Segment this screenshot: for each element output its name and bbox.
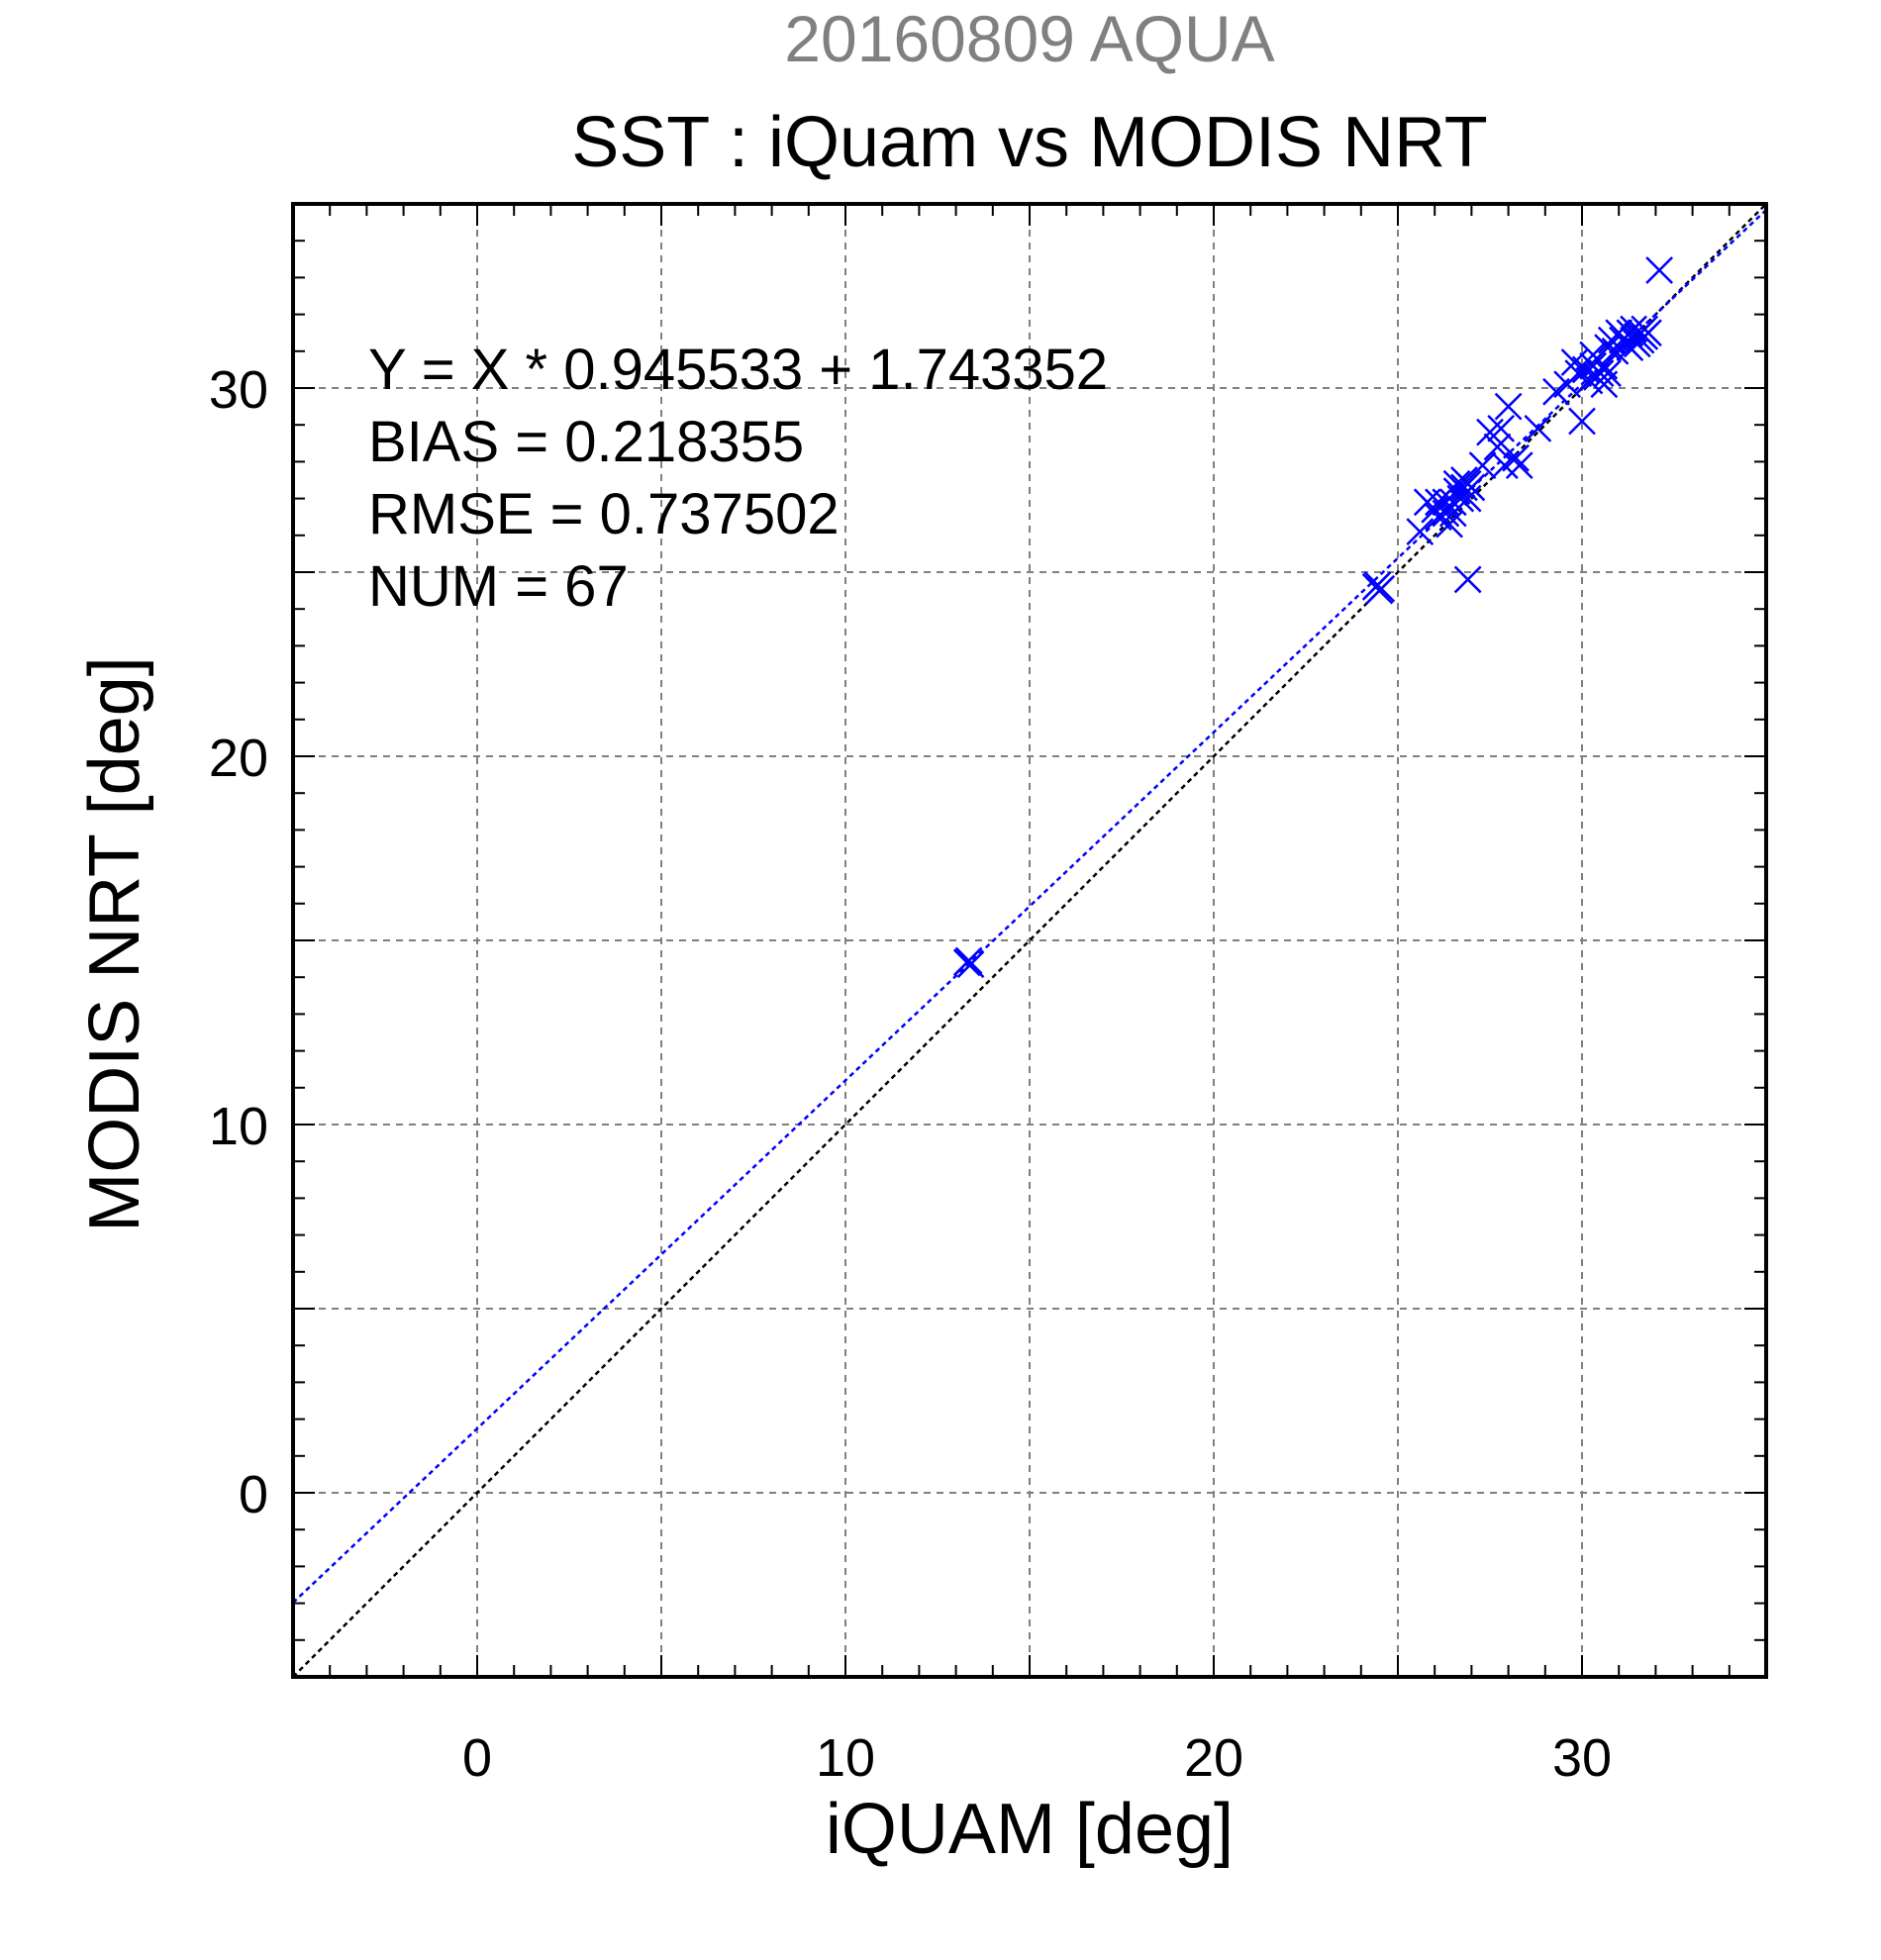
data-point bbox=[1367, 574, 1396, 603]
x-tick-label: 20 bbox=[1184, 1728, 1243, 1788]
y-tick-label: 10 bbox=[209, 1097, 268, 1156]
data-point bbox=[1524, 415, 1552, 442]
plot-frame bbox=[291, 202, 1768, 1679]
data-point bbox=[1645, 256, 1674, 284]
tick-labels: 0 10 20 30 0 10 20 30 bbox=[209, 360, 1612, 1788]
data-point bbox=[1494, 392, 1523, 421]
grid-lines bbox=[293, 204, 1766, 1677]
stats-line: Y = X * 0.945533 + 1.743352 bbox=[368, 338, 1108, 402]
chart-title: SST : iQuam vs MODIS NRT bbox=[571, 103, 1488, 182]
y-axis-label: MODIS NRT [deg] bbox=[75, 656, 154, 1232]
data-point bbox=[1436, 510, 1463, 539]
data-point bbox=[1634, 319, 1662, 347]
stats-annotation: Y = X * 0.945533 + 1.743352 BIAS = 0.2183… bbox=[368, 338, 1108, 619]
x-axis-label: iQUAM [deg] bbox=[826, 1790, 1234, 1869]
data-point bbox=[1453, 484, 1482, 513]
data-point bbox=[1476, 418, 1504, 446]
x-tick-label: 10 bbox=[816, 1728, 875, 1788]
stats-line: RMSE = 0.737502 bbox=[368, 482, 840, 546]
y-tick-label: 30 bbox=[209, 360, 268, 420]
stats-line: BIAS = 0.218355 bbox=[368, 410, 804, 474]
data-point bbox=[1468, 451, 1497, 480]
data-point bbox=[954, 946, 983, 975]
data-point bbox=[1505, 451, 1534, 480]
data-markers bbox=[952, 256, 1674, 979]
data-point bbox=[1457, 473, 1486, 502]
data-point bbox=[956, 950, 985, 979]
y-tick-label: 0 bbox=[239, 1465, 268, 1524]
x-tick-label: 30 bbox=[1552, 1728, 1612, 1788]
chart-supertitle: 20160809 AQUA bbox=[784, 2, 1274, 75]
data-point bbox=[1594, 334, 1622, 361]
data-point bbox=[1483, 433, 1512, 461]
data-point bbox=[1586, 359, 1615, 388]
data-point bbox=[1568, 407, 1596, 436]
data-point bbox=[1453, 565, 1482, 594]
stats-line: NUM = 67 bbox=[368, 554, 629, 619]
data-point bbox=[1487, 415, 1516, 442]
data-point bbox=[1594, 359, 1622, 388]
data-point bbox=[1590, 351, 1619, 380]
y-tick-label: 20 bbox=[209, 729, 268, 788]
data-point bbox=[1502, 443, 1530, 472]
x-tick-label: 0 bbox=[462, 1728, 492, 1788]
data-point bbox=[1406, 518, 1435, 545]
